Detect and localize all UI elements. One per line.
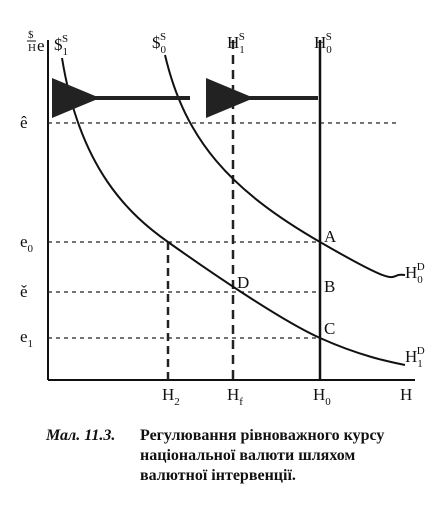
curve	[164, 54, 406, 279]
y-label: ê	[20, 113, 28, 132]
point-label: D	[237, 273, 249, 292]
label-sup: D	[417, 345, 425, 357]
label-sub: 0	[161, 44, 167, 56]
curve-label: H0D	[405, 261, 425, 286]
label-sub: 1	[28, 338, 34, 350]
x-label: H0	[313, 385, 331, 408]
label-base: H	[314, 33, 326, 52]
y-label: e0	[20, 232, 34, 255]
label-base: H	[227, 33, 239, 52]
axis-label: H	[400, 385, 412, 404]
axes	[47, 40, 415, 381]
label-sub: 0	[417, 274, 423, 286]
label-sub: 1	[63, 46, 69, 58]
curve-label: $0S	[152, 31, 167, 56]
curve-label: $1S	[54, 33, 68, 58]
caption-line: валютної інтервенції.	[140, 467, 296, 484]
curve-label: H0S	[314, 31, 332, 56]
label-sub: 1	[239, 44, 245, 56]
axis-label: $	[28, 29, 34, 41]
caption-line: Регулювання рівноважного курсу	[140, 427, 384, 444]
label-base: H	[405, 347, 417, 366]
label-base: e	[20, 232, 28, 251]
curve	[61, 57, 406, 366]
label-base: H	[400, 385, 412, 404]
guides	[48, 40, 400, 380]
label-base: H	[162, 385, 174, 404]
label-sup: S	[62, 33, 68, 45]
axis-label: e	[37, 36, 45, 55]
point-label: B	[324, 277, 335, 296]
axis-label: H	[28, 42, 36, 54]
caption-line: національної валюти шляхом	[140, 447, 355, 464]
label-sup: D	[417, 261, 425, 273]
x-label: H2	[162, 385, 180, 408]
label-sup: S	[239, 31, 245, 43]
label-base: H	[313, 385, 325, 404]
point-label: A	[324, 227, 337, 246]
label-base: e	[20, 327, 28, 346]
label-base: $	[152, 33, 161, 52]
label-sub: 2	[174, 396, 180, 408]
label-sub: 0	[325, 396, 331, 408]
label-sub: f	[239, 396, 243, 408]
label-base: $	[54, 35, 63, 54]
label-sup: S	[326, 31, 332, 43]
label-base: ě	[20, 282, 28, 301]
x-label: Hf	[227, 385, 243, 408]
label-base: H	[227, 385, 239, 404]
label-sup: S	[160, 31, 166, 43]
curve-label: H1S	[227, 31, 245, 56]
label-base: ê	[20, 113, 28, 132]
label-base: H	[405, 263, 417, 282]
caption-label: Мал. 11.3.	[45, 427, 115, 444]
y-label: ě	[20, 282, 28, 301]
label-sub: 1	[417, 358, 423, 370]
label-sub: 0	[326, 44, 332, 56]
y-label: e1	[20, 327, 33, 350]
point-label: C	[324, 319, 335, 338]
label-sub: 0	[28, 243, 34, 255]
curve-label: H1D	[405, 345, 425, 370]
